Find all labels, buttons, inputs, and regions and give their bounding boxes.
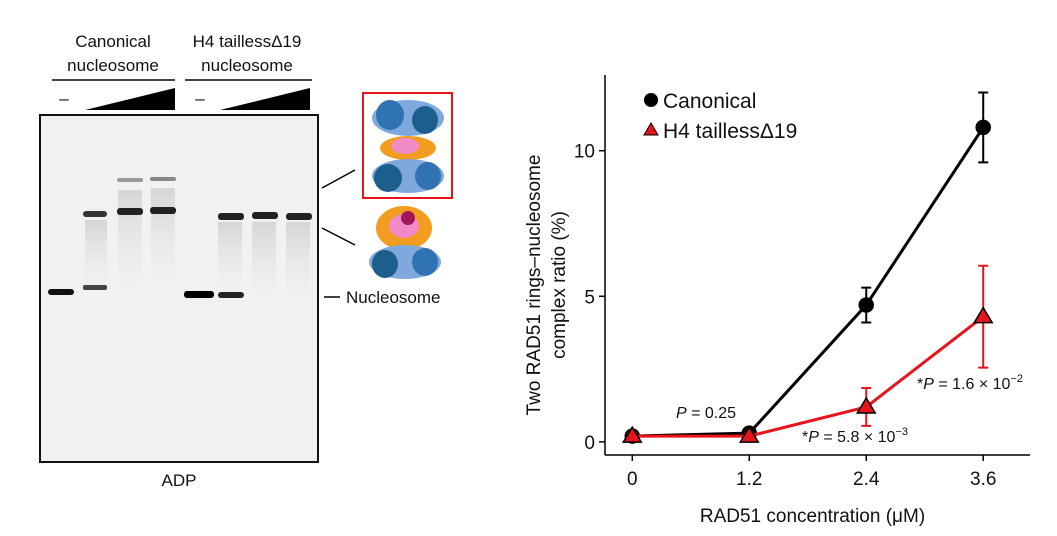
annotation-star: *	[802, 429, 808, 446]
nucleosome-icon	[369, 206, 441, 279]
pointer-line	[321, 169, 356, 189]
concentration-wedge	[220, 88, 310, 110]
y-tick-label: 5	[584, 287, 595, 308]
legend-label: H4 taillessΔ19	[663, 120, 797, 143]
band-label: Nucleosome	[346, 288, 441, 307]
x-tick-label: 3.6	[970, 469, 996, 490]
data-point	[975, 119, 991, 136]
lane-group-label: H4 taillessΔ19	[193, 32, 302, 51]
annotation-italic: P	[923, 376, 934, 393]
data-point	[858, 297, 874, 313]
x-axis-label: RAD51 concentration (μM)	[700, 506, 925, 527]
y-axis-label: complex ratio (%)	[549, 211, 570, 359]
annotation-sup: −2	[1010, 373, 1023, 385]
annotation: *P = 5.8 × 10−3	[802, 426, 908, 446]
x-tick-label: 1.2	[736, 469, 762, 490]
gel-image	[39, 114, 319, 463]
y-tick-label: 0	[584, 433, 595, 454]
data-point	[621, 425, 643, 443]
annotation-italic: P	[808, 429, 819, 446]
concentration-wedge	[85, 88, 175, 110]
annotation-sup: −3	[895, 426, 908, 438]
data-point	[855, 396, 877, 414]
annotation: P = 0.25	[676, 405, 736, 422]
legend-label: Canonical	[663, 90, 756, 113]
highlight-box	[362, 92, 453, 199]
complex-icon	[372, 100, 444, 193]
annotation-text: = 0.25	[687, 405, 736, 422]
x-tick-label: 2.4	[853, 469, 880, 490]
annotation-star: *	[917, 376, 923, 393]
annotation-italic: P	[676, 405, 687, 422]
minus-label: –	[195, 89, 205, 108]
legend-marker	[644, 93, 658, 107]
lane-group-label: nucleosome	[67, 56, 159, 75]
data-point	[972, 306, 994, 324]
minus-label: –	[59, 89, 69, 108]
gel-bands	[48, 177, 312, 302]
gel-panel	[39, 79, 453, 463]
annotation: *P = 1.6 × 10−2	[917, 373, 1023, 393]
legend-marker	[643, 122, 659, 136]
lane-group-label: Canonical	[75, 32, 151, 51]
series-line	[632, 315, 985, 438]
condition-label: ADP	[162, 471, 197, 490]
data-point	[738, 425, 760, 443]
lane-group-label: nucleosome	[201, 56, 293, 75]
annotation-text: = 5.8 × 10	[819, 429, 896, 446]
y-tick-label: 10	[574, 142, 595, 163]
x-tick-label: 0	[627, 469, 638, 490]
y-axis-label: Two RAD51 rings–nucleosome	[524, 155, 545, 416]
pointer-line	[321, 227, 356, 246]
annotation-text: = 1.6 × 10	[934, 376, 1011, 393]
